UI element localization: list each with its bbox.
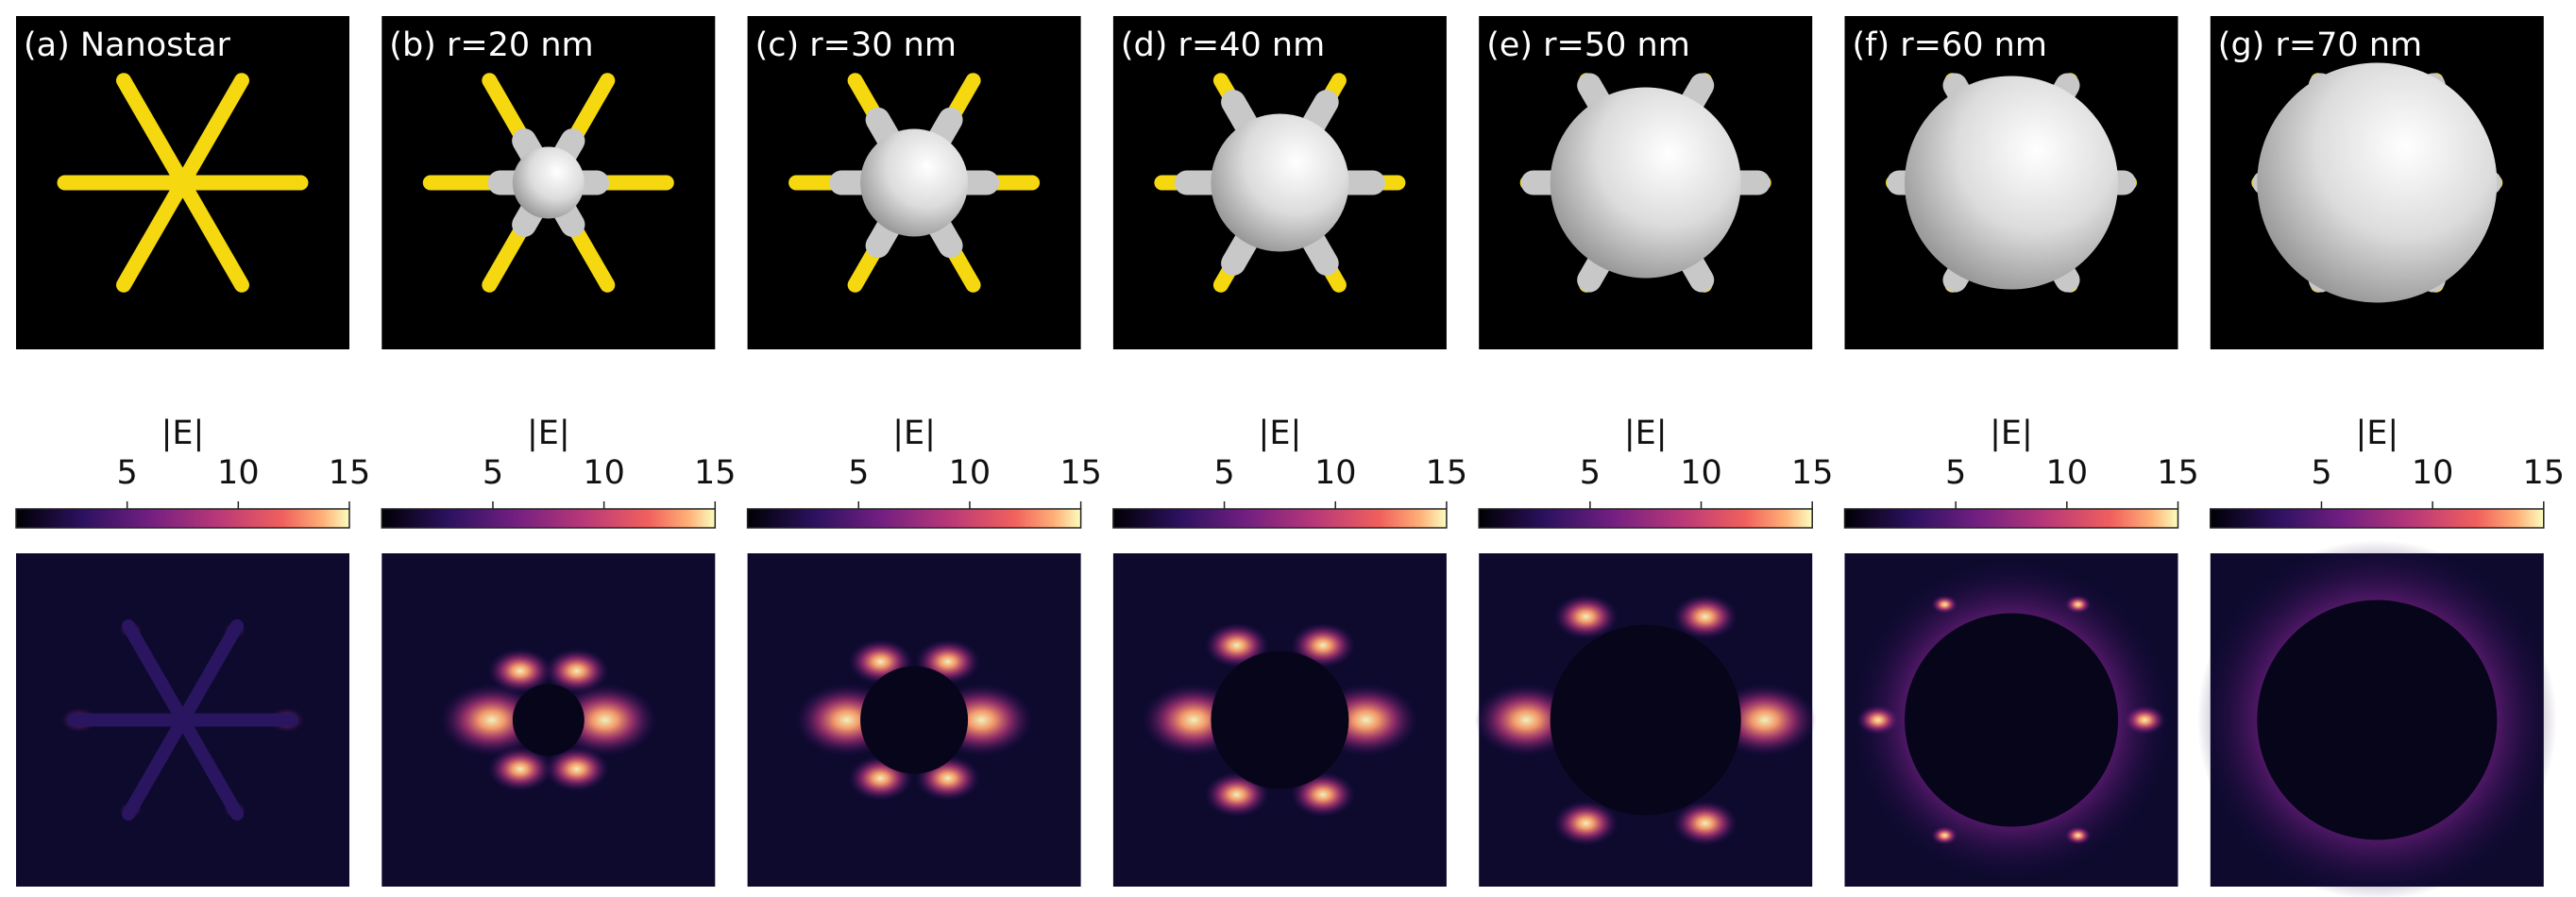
- colorbar-label: |E|: [1624, 415, 1668, 452]
- field-hotspot: [1931, 826, 1958, 845]
- field-core: [860, 666, 969, 774]
- colorbar-tick-label: 15: [2523, 454, 2566, 492]
- field-core: [1905, 613, 2118, 827]
- colorbar: [381, 508, 717, 529]
- field-arm: [122, 618, 244, 821]
- panel-label: (d) r=40 nm: [1121, 26, 1325, 64]
- colorbar-tick-label: 10: [1314, 454, 1357, 492]
- colorbar-label: |E|: [161, 415, 205, 452]
- panel-label: (b) r=20 nm: [389, 26, 593, 64]
- colorbar-tick-label: 5: [2311, 454, 2331, 492]
- colorbar-tick-label: 10: [2412, 454, 2454, 492]
- colorbar-tick-label: 15: [2157, 454, 2199, 492]
- colorbar-label: |E|: [2355, 415, 2398, 452]
- panels: (a) Nanostar |E| 5 10 15 (b) r=20 nm |E| 5 10 15 (…: [15, 16, 2566, 897]
- colorbar-tick-label: 15: [1059, 454, 1102, 492]
- field-hotspot: [1931, 595, 1958, 614]
- colorbar: [15, 508, 350, 529]
- colorbar-label: |E|: [527, 415, 570, 452]
- colorbar: [2210, 508, 2545, 529]
- colorbar-label: |E|: [1990, 415, 2033, 452]
- panel-label: (e) r=50 nm: [1486, 26, 1690, 64]
- field-hotspot: [1553, 801, 1618, 846]
- panel-label: (c) r=30 nm: [755, 26, 957, 64]
- colorbar-label: |E|: [892, 415, 936, 452]
- sphere: [860, 128, 969, 237]
- field-hotspot: [544, 746, 609, 792]
- field-hotspot: [2064, 595, 2092, 614]
- sphere: [1550, 87, 1741, 279]
- colorbar-label: |E|: [1259, 415, 1302, 452]
- panel-label: (f) r=60 nm: [1853, 26, 2047, 64]
- field-hotspot: [2064, 826, 2092, 845]
- sphere: [1905, 76, 2118, 290]
- colorbar-tick-label: 5: [1213, 454, 1234, 492]
- colorbar-tick-label: 10: [1680, 454, 1722, 492]
- field-hotspot: [1856, 704, 1900, 736]
- colorbar: [1843, 508, 2179, 529]
- sphere: [1211, 113, 1349, 252]
- colorbar: [1478, 508, 1813, 529]
- colorbar-tick-label: 10: [217, 454, 260, 492]
- field-core: [2257, 600, 2498, 840]
- field-hotspot: [487, 648, 552, 694]
- colorbar-tick-label: 15: [1791, 454, 1834, 492]
- field-hotspot: [487, 746, 552, 792]
- nanostar-arm: [116, 73, 249, 293]
- colorbar-tick-label: 5: [1945, 454, 1966, 492]
- colorbar-tick-label: 15: [329, 454, 371, 492]
- panel-label: (a) Nanostar: [24, 26, 231, 64]
- sphere: [2257, 62, 2498, 303]
- colorbar-tick-label: 10: [949, 454, 991, 492]
- field-core: [1550, 624, 1741, 816]
- panel-label: (g) r=70 nm: [2218, 26, 2422, 64]
- field-core: [1211, 651, 1349, 789]
- colorbar-tick-label: 5: [848, 454, 869, 492]
- field-hotspot: [1553, 594, 1618, 639]
- sphere: [512, 146, 585, 219]
- field-core: [512, 684, 585, 756]
- colorbar-tick-label: 5: [117, 454, 138, 492]
- colorbar-tick-label: 5: [483, 454, 503, 492]
- field-hotspot: [2123, 704, 2166, 736]
- colorbar-tick-label: 15: [1426, 454, 1468, 492]
- colorbar-tick-label: 10: [583, 454, 625, 492]
- colorbar-tick-label: 15: [694, 454, 737, 492]
- field-hotspot: [1672, 594, 1737, 639]
- colorbar: [746, 508, 1082, 529]
- colorbar: [1112, 508, 1448, 529]
- field-hotspot: [544, 648, 609, 694]
- colorbar-tick-label: 10: [2046, 454, 2089, 492]
- field-hotspot: [1672, 801, 1737, 846]
- colorbar-tick-label: 5: [1580, 454, 1601, 492]
